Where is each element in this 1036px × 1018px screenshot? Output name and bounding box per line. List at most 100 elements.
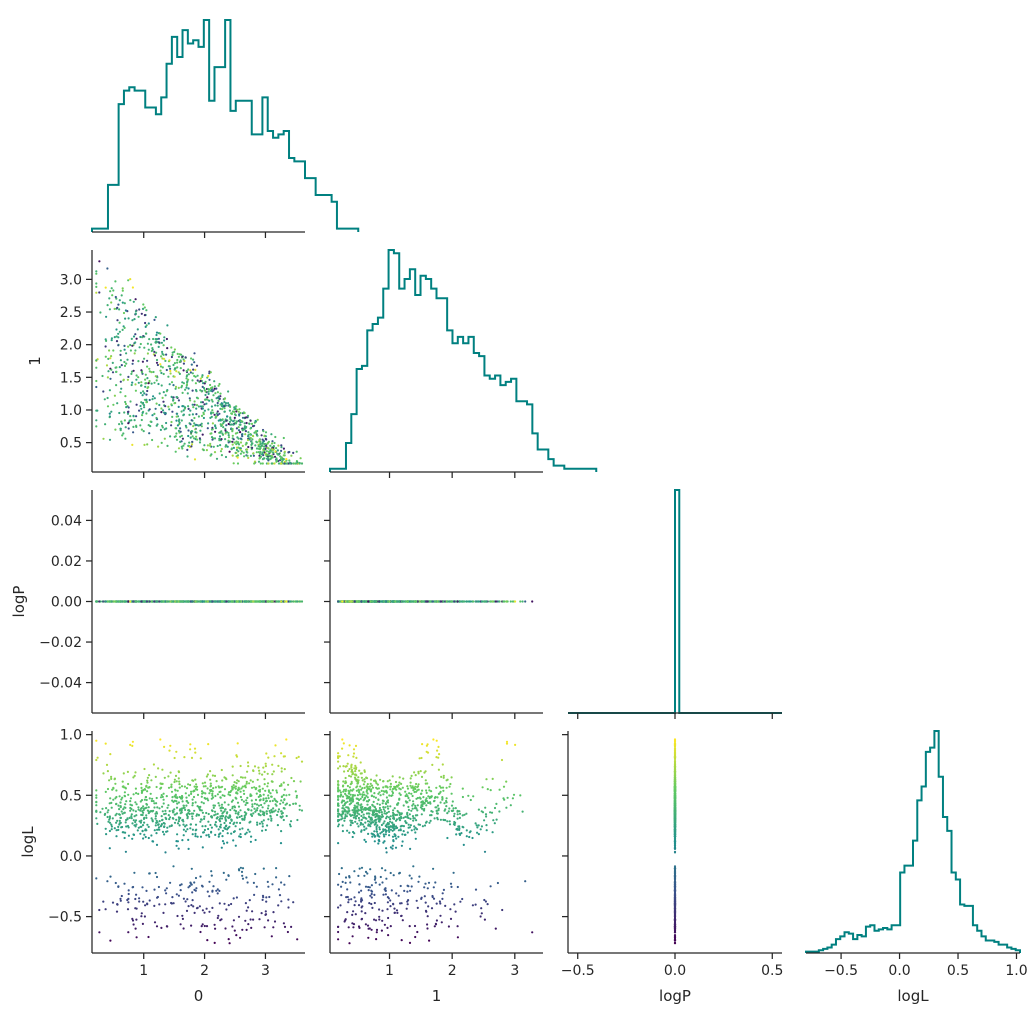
scatter-point: [166, 324, 168, 326]
scatter-point: [210, 816, 212, 818]
scatter-point: [121, 434, 123, 436]
scatter-point: [217, 802, 219, 804]
scatter-point: [134, 333, 136, 335]
scatter-point: [192, 406, 194, 408]
scatter-point: [134, 352, 136, 354]
scatter-point: [166, 830, 168, 832]
scatter-point: [185, 356, 187, 358]
scatter-point: [221, 847, 223, 849]
scatter-point: [132, 415, 134, 417]
scatter-point: [271, 780, 273, 782]
scatter-point: [122, 781, 124, 783]
scatter-point: [239, 828, 241, 830]
scatter-point: [158, 341, 160, 343]
scatter-point: [189, 784, 191, 786]
scatter-point: [99, 811, 101, 813]
scatter-point: [159, 370, 161, 372]
scatter-point: [256, 824, 258, 826]
scatter-point: [114, 280, 116, 282]
scatter-point: [268, 896, 270, 898]
scatter-point: [271, 773, 273, 775]
scatter-point: [178, 895, 180, 897]
scatter-point: [135, 810, 137, 812]
scatter-point: [161, 342, 163, 344]
scatter-point: [201, 390, 203, 392]
scatter-point: [197, 794, 199, 796]
scatter-point: [210, 870, 212, 872]
scatter-point: [403, 825, 405, 827]
scatter-point: [135, 788, 137, 790]
scatter-point: [236, 427, 238, 429]
scatter-point: [296, 451, 298, 453]
scatter-point: [114, 783, 116, 785]
scatter-point: [220, 797, 222, 799]
scatter-point: [181, 405, 183, 407]
scatter-point: [221, 404, 223, 406]
scatter-point: [282, 801, 284, 803]
scatter-point: [179, 796, 181, 798]
scatter-point: [266, 450, 268, 452]
scatter-point: [206, 449, 208, 451]
scatter-point: [190, 791, 192, 793]
scatter-point: [468, 600, 470, 602]
scatter-point: [238, 426, 240, 428]
scatter-point: [129, 400, 131, 402]
scatter-point: [280, 462, 282, 464]
scatter-point: [164, 903, 166, 905]
scatter-point: [253, 786, 255, 788]
scatter-point: [131, 382, 133, 384]
scatter-point: [189, 748, 191, 750]
scatter-point: [228, 938, 230, 940]
scatter-point: [122, 329, 124, 331]
scatter-point: [111, 825, 113, 827]
scatter-point: [176, 812, 178, 814]
scatter-point: [138, 900, 140, 902]
scatter-point: [223, 827, 225, 829]
scatter-point: [200, 757, 202, 759]
scatter-point: [252, 435, 254, 437]
scatter-point: [129, 415, 131, 417]
scatter-point: [194, 400, 196, 402]
scatter-point: [120, 822, 122, 824]
scatter-point: [278, 462, 280, 464]
scatter-point: [165, 817, 167, 819]
scatter-point: [212, 790, 214, 792]
scatter-point: [147, 936, 149, 938]
scatter-point: [224, 788, 226, 790]
scatter-point: [154, 829, 156, 831]
histogram-0: [92, 20, 358, 232]
scatter-point: [202, 434, 204, 436]
scatter-point: [223, 795, 225, 797]
scatter-point: [143, 358, 145, 360]
scatter-point: [140, 408, 142, 410]
scatter-point: [132, 431, 134, 433]
scatter-point: [175, 420, 177, 422]
scatter-point: [221, 600, 223, 602]
scatter-point: [114, 778, 116, 780]
scatter-point: [146, 903, 148, 905]
scatter-point: [216, 825, 218, 827]
scatter-point: [271, 600, 273, 602]
scatter-point: [176, 797, 178, 799]
scatter-point: [120, 359, 122, 361]
scatter-point: [195, 829, 197, 831]
scatter-point: [453, 600, 455, 602]
scatter-point: [262, 462, 264, 464]
scatter-point: [180, 386, 182, 388]
scatter-point: [251, 803, 253, 805]
scatter-point: [292, 901, 294, 903]
scatter-point: [130, 349, 132, 351]
scatter-point: [136, 936, 138, 938]
scatter-point: [280, 785, 282, 787]
scatter-point: [107, 600, 109, 602]
scatter-point: [191, 419, 193, 421]
scatter-point: [196, 786, 198, 788]
scatter-point: [197, 600, 199, 602]
scatter-point: [155, 815, 157, 817]
scatter-point: [192, 359, 194, 361]
scatter-point: [200, 405, 202, 407]
scatter-point: [161, 425, 163, 427]
scatter-point: [161, 384, 163, 386]
scatter-point: [273, 445, 275, 447]
scatter-point: [95, 789, 97, 791]
